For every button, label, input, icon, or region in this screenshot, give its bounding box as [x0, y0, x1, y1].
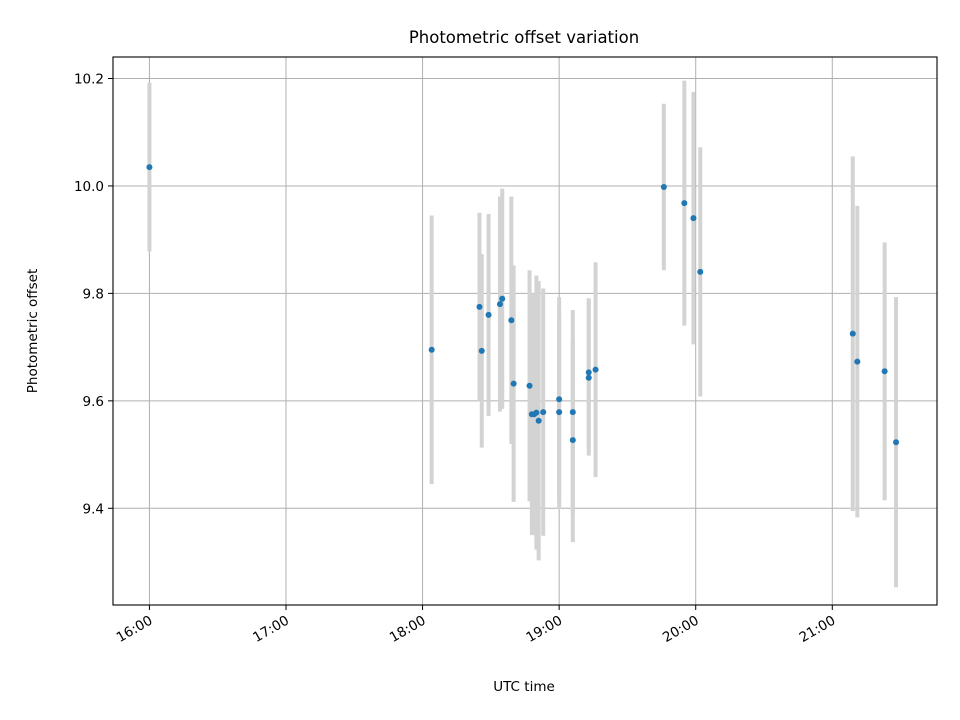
- data-point: [476, 303, 483, 310]
- data-point: [881, 368, 888, 375]
- data-point: [660, 184, 667, 191]
- y-tick-label: 10.2: [74, 71, 104, 87]
- data-point: [478, 347, 485, 354]
- x-tick-label: 20:00: [660, 613, 702, 646]
- data-point: [556, 409, 563, 416]
- data-point: [510, 380, 517, 387]
- data-point: [849, 330, 856, 337]
- data-point: [592, 366, 599, 373]
- x-axis-label: UTC time: [493, 679, 555, 695]
- data-point: [681, 200, 688, 207]
- data-point: [697, 268, 704, 275]
- data-point: [533, 409, 540, 416]
- data-point: [690, 215, 697, 222]
- data-point: [535, 417, 542, 424]
- y-tick-label: 10.0: [74, 179, 104, 195]
- data-points: [146, 164, 900, 446]
- y-tick-label: 9.6: [83, 394, 104, 410]
- data-point: [585, 369, 592, 376]
- data-point: [526, 382, 533, 389]
- data-point: [499, 295, 506, 302]
- data-point: [893, 439, 900, 446]
- data-point: [569, 437, 576, 444]
- data-point: [146, 164, 153, 171]
- axis-ticks: 16:00 17:00 18:00 19:00 20:00 21:00 9.4 9.6 9.8 1…: [74, 71, 838, 645]
- data-point: [585, 374, 592, 381]
- data-point: [508, 317, 515, 324]
- data-point: [540, 409, 547, 416]
- x-tick-label: 21:00: [797, 613, 839, 646]
- data-point: [428, 346, 435, 353]
- data-point: [496, 301, 503, 308]
- error-bars: [147, 80, 899, 588]
- y-axis-label: Photometric offset: [25, 269, 41, 393]
- plot-frame: [112, 56, 938, 606]
- x-tick-label: 16:00: [114, 613, 156, 646]
- x-tick-label: 19:00: [523, 613, 565, 646]
- y-tick-label: 9.8: [83, 286, 104, 302]
- x-tick-label: 18:00: [387, 613, 429, 646]
- chart-title: Photometric offset variation: [409, 28, 639, 47]
- y-tick-label: 9.4: [83, 501, 104, 517]
- data-point: [485, 311, 492, 318]
- data-point: [569, 409, 576, 416]
- data-point: [854, 358, 861, 365]
- data-point: [556, 396, 563, 403]
- x-tick-label: 17:00: [250, 613, 292, 646]
- grid-lines: [113, 57, 937, 605]
